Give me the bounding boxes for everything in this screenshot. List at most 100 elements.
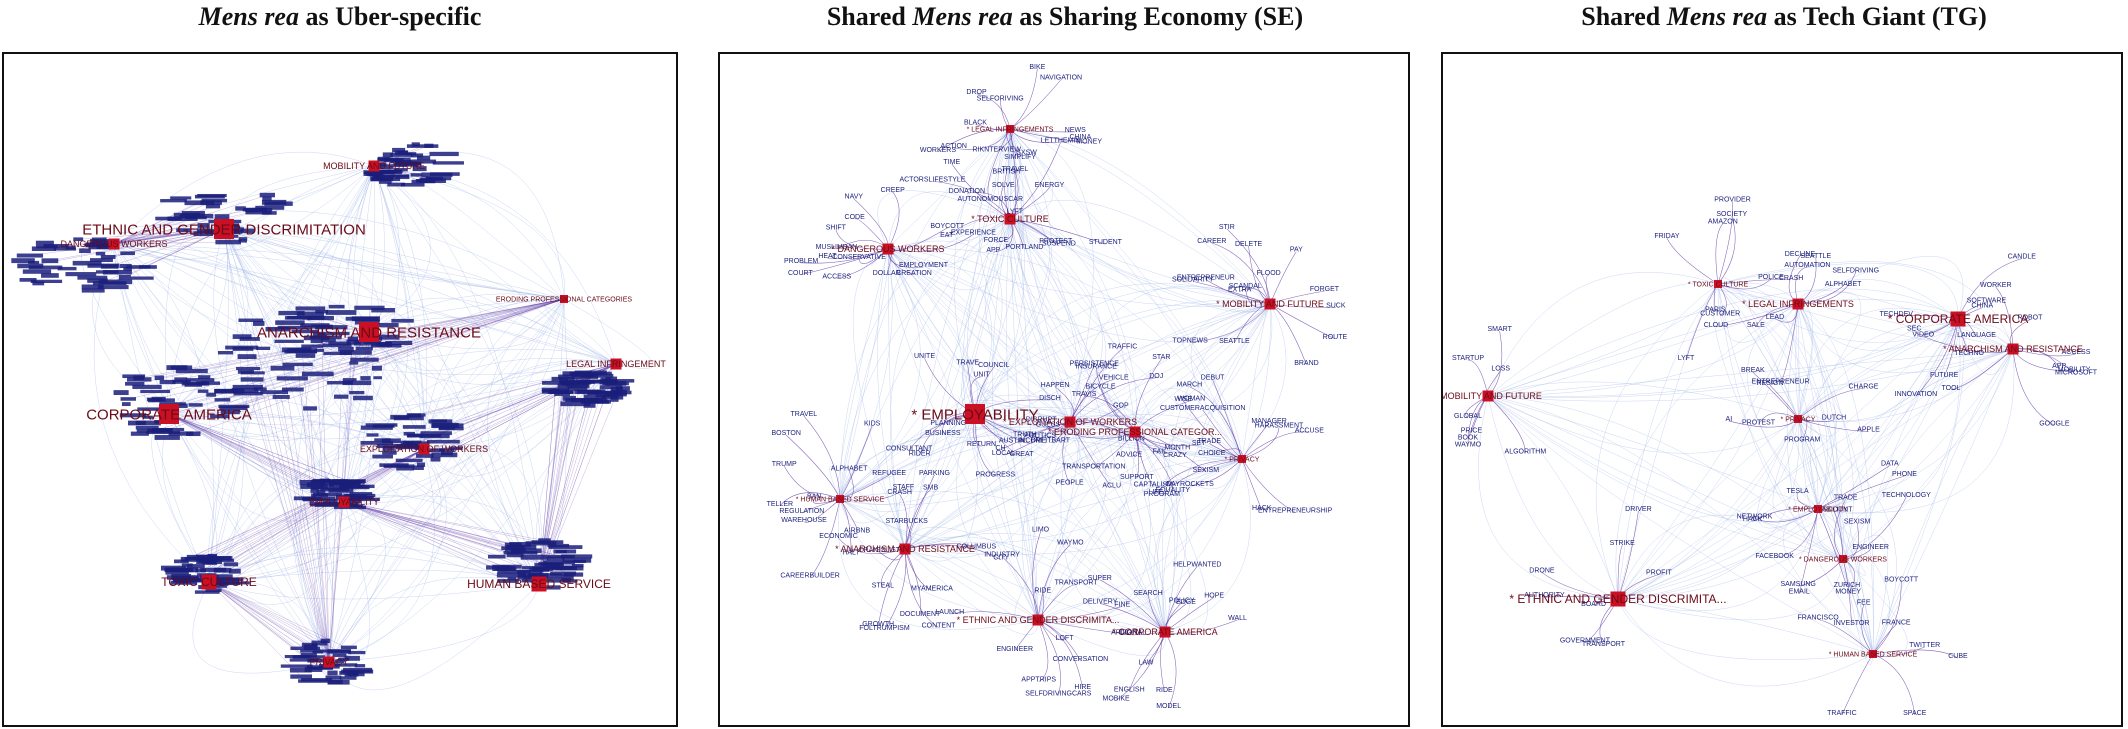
word-node-label: SOLVE xyxy=(992,182,1015,189)
network-edge xyxy=(309,408,330,663)
network-edge xyxy=(1069,303,1271,423)
word-node-mark xyxy=(272,394,290,399)
network-edge xyxy=(1754,508,1819,523)
network-edge xyxy=(1817,318,1961,514)
word-node-label: DUTCH xyxy=(1822,415,1847,422)
network-edge xyxy=(1487,283,1719,397)
word-node-mark xyxy=(225,345,259,350)
word-node-label: LAW xyxy=(1139,660,1154,667)
network-edge xyxy=(1717,278,1772,290)
hub-node xyxy=(1159,626,1171,638)
network-edge xyxy=(839,303,1271,500)
word-node-label: STIR xyxy=(1219,224,1235,231)
word-node-label: PROBLEM xyxy=(784,258,818,265)
network-edge xyxy=(113,165,375,260)
word-node-label: SOLIDARITY xyxy=(1172,276,1214,283)
network-edge xyxy=(803,498,841,523)
word-node-mark xyxy=(65,245,76,250)
network-edge xyxy=(1069,421,1112,488)
network-edge xyxy=(168,413,316,485)
word-node-mark xyxy=(400,182,425,187)
network-edge xyxy=(317,373,330,663)
word-node-label: ACCUSE xyxy=(1295,427,1325,434)
network-edge xyxy=(1817,348,2014,510)
network-edge xyxy=(297,364,330,663)
word-node-label: REFUGEE xyxy=(872,470,906,477)
word-node-label: STUDENT xyxy=(1089,239,1123,246)
word-node-mark xyxy=(405,161,422,166)
network-edge xyxy=(343,501,545,541)
network-edge xyxy=(1617,348,2014,600)
network-edge xyxy=(223,228,540,585)
word-node-label: ARIZONA xyxy=(1111,630,1142,637)
hub-node xyxy=(1064,416,1076,428)
network-edge xyxy=(1872,318,1964,655)
word-node-label: EAT xyxy=(940,232,954,239)
word-node-label: POLICE xyxy=(1758,274,1784,281)
word-node-label: STRIKE xyxy=(1610,540,1636,547)
hub-node xyxy=(1950,311,1966,327)
network-edge xyxy=(884,548,907,630)
network-panel-uber: ETHNIC AND GENDER DISCRIMITATION DANGEROU… xyxy=(2,52,678,727)
network-edge xyxy=(1009,218,1166,633)
network-edge xyxy=(1487,395,1844,560)
word-node-mark xyxy=(238,239,248,243)
network-edge xyxy=(962,218,1039,621)
word-node-label: PARIS xyxy=(1705,306,1726,313)
network-edge xyxy=(1115,631,1166,701)
network-edge xyxy=(1816,508,1844,560)
hub-node-label: * ANARCHISM AND RESISTANCE xyxy=(1943,344,2083,354)
hub-node-label: * EMPLOYABILITY xyxy=(1788,506,1848,513)
network-edge xyxy=(974,413,1039,621)
word-node-label: SOFTWARE xyxy=(1967,298,2007,305)
word-node-mark xyxy=(214,388,245,394)
word-node-label: DELETE xyxy=(1235,241,1263,248)
network-edge xyxy=(1685,283,1719,361)
word-node-label: SIMPLIFY xyxy=(1004,154,1036,161)
network-edge xyxy=(208,228,245,583)
word-node-mark xyxy=(205,203,221,209)
network-edge xyxy=(1269,251,1297,305)
word-node-label: TRAVIS xyxy=(1072,391,1097,398)
word-node-mark xyxy=(351,316,381,322)
network-edge xyxy=(837,248,889,500)
network-edge xyxy=(1717,262,1959,320)
word-node-label: PERSISTENCE xyxy=(1070,360,1120,367)
word-node-label: CRASH xyxy=(1779,275,1804,282)
word-node-label: CAPTALISM xyxy=(1134,482,1173,489)
word-node-label: CH xyxy=(995,445,1005,452)
network-edge xyxy=(1797,303,1854,560)
word-node-mark xyxy=(583,403,596,408)
word-node-mark xyxy=(239,337,260,341)
network-edge xyxy=(904,218,1011,550)
network-edge xyxy=(113,151,375,245)
network-edge xyxy=(887,191,900,250)
word-node-label: LETTHEMIN xyxy=(1041,137,1081,144)
network-edge xyxy=(1037,619,1133,635)
word-node-mark xyxy=(520,554,548,560)
word-node-mark xyxy=(346,339,361,345)
word-node-label: HALT xyxy=(842,549,860,556)
network-edge xyxy=(801,248,889,264)
word-node-mark xyxy=(310,339,323,344)
hub-node xyxy=(1610,591,1626,607)
network-edge xyxy=(1842,348,2014,560)
hub-node-label: * CORPORATE AMERICA xyxy=(1888,312,2028,326)
word-node-mark xyxy=(88,245,117,250)
word-node-label: TRANSPORTATION xyxy=(1062,463,1125,470)
network-edge xyxy=(1032,531,1041,621)
word-node-mark xyxy=(382,450,397,455)
word-node-mark xyxy=(53,247,77,251)
word-node-label: SEATTLE xyxy=(1219,338,1250,345)
word-node-mark xyxy=(330,649,351,653)
network-edge xyxy=(1841,653,1874,716)
word-node-mark xyxy=(349,361,359,365)
network-edge xyxy=(1009,218,1243,460)
word-node-label: ENTREPRENEURSHIP xyxy=(1258,507,1333,514)
word-node-label: SOCIETY xyxy=(1716,211,1747,218)
network-edge xyxy=(1617,318,1959,600)
word-node-label: GUESS xyxy=(1036,422,1061,429)
word-node-mark xyxy=(602,379,635,383)
network-edge xyxy=(1842,558,1908,656)
network-edge xyxy=(1069,420,1132,441)
